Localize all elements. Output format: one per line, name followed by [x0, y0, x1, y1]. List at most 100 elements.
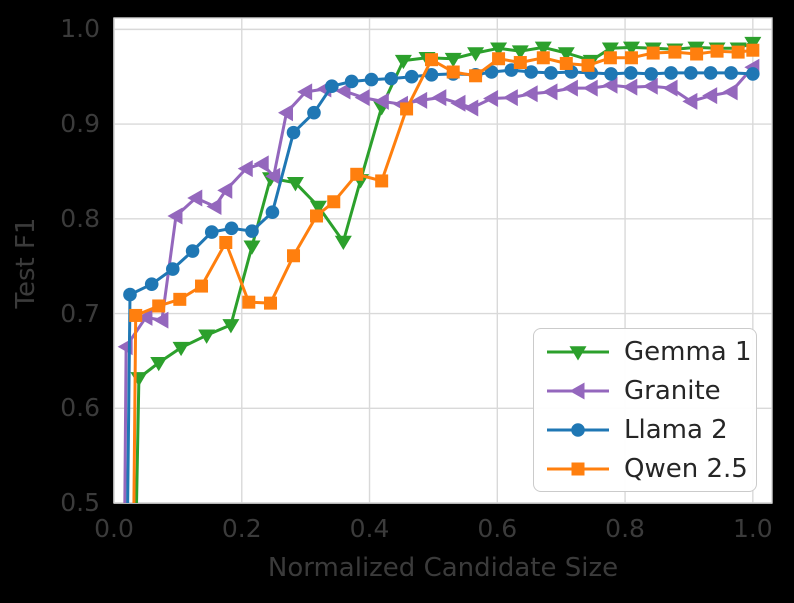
data-point-qwen-2-5 — [219, 236, 233, 250]
data-point-granite — [702, 87, 718, 105]
data-point-qwen-2-5 — [731, 45, 745, 59]
data-point-llama-2 — [644, 67, 659, 81]
data-point-llama-2 — [165, 262, 180, 276]
data-point-llama-2 — [746, 67, 760, 81]
data-point-qwen-2-5 — [425, 53, 439, 67]
data-point-qwen-2-5 — [469, 69, 483, 83]
data-point-granite — [153, 311, 169, 329]
legend-item-granite: Granite — [544, 372, 756, 410]
x-tick-label: 0.8 — [605, 514, 645, 543]
legend-label: Llama 2 — [624, 414, 728, 445]
data-point-gemma-1 — [534, 41, 552, 56]
data-point-granite — [582, 79, 598, 97]
data-point-qwen-2-5 — [287, 249, 301, 263]
data-point-llama-2 — [604, 67, 618, 81]
legend-item-llama-2: Llama 2 — [544, 411, 756, 449]
data-point-gemma-1 — [198, 329, 216, 344]
data-point-granite — [682, 92, 698, 110]
data-point-granite — [237, 160, 253, 178]
data-point-qwen-2-5 — [581, 58, 595, 72]
data-point-granite — [622, 78, 638, 96]
y-tick-label: 0.5 — [60, 488, 100, 517]
data-point-granite — [522, 85, 538, 103]
y-tick-label: 0.7 — [60, 298, 100, 328]
legend-label: Qwen 2.5 — [624, 453, 748, 484]
data-point-qwen-2-5 — [195, 279, 209, 293]
legend-swatch-llama-2 — [547, 422, 609, 437]
legend-swatch-gemma-1 — [547, 345, 609, 360]
data-point-llama-2 — [404, 69, 419, 84]
data-point-llama-2 — [265, 205, 280, 219]
data-point-gemma-1 — [467, 47, 485, 62]
data-point-granite — [217, 181, 233, 199]
data-point-granite — [265, 167, 281, 185]
data-point-granite — [602, 76, 618, 94]
data-point-llama-2 — [344, 74, 359, 89]
data-point-llama-2 — [144, 277, 159, 291]
data-point-llama-2 — [120, 572, 134, 586]
data-point-qwen-2-5 — [152, 299, 166, 313]
data-point-gemma-1 — [622, 41, 640, 56]
legend: Gemma 1 Granite Llama 2 Qwen 2.5 — [533, 328, 757, 492]
legend-item-gemma-1: Gemma 1 — [544, 333, 756, 371]
y-tick-label: 0.9 — [60, 109, 100, 139]
data-point-granite — [412, 91, 428, 109]
data-point-qwen-2-5 — [400, 102, 414, 116]
data-point-qwen-2-5 — [264, 296, 278, 310]
legend-label: Gemma 1 — [624, 336, 752, 367]
data-point-granite — [483, 90, 499, 108]
data-point-llama-2 — [286, 125, 301, 140]
legend-swatch-qwen-2-5 — [547, 462, 609, 475]
legend-marker-square — [571, 462, 585, 475]
data-point-granite — [116, 570, 131, 587]
legend-swatch-granite — [547, 382, 609, 399]
y-tick-label: 0.6 — [60, 393, 100, 423]
data-point-gemma-1 — [222, 319, 240, 334]
data-point-llama-2 — [123, 287, 137, 302]
series-llama-2 — [120, 63, 760, 586]
data-point-granite — [373, 92, 389, 110]
legend-marker-circle — [571, 422, 585, 437]
x-tick-label: 0.0 — [94, 514, 134, 543]
data-point-granite — [187, 189, 203, 207]
x-tick-label: 0.4 — [349, 514, 390, 543]
legend-item-qwen-2-5: Qwen 2.5 — [544, 450, 756, 488]
y-tick-label: 1.0 — [60, 14, 100, 44]
data-point-granite — [431, 89, 447, 107]
data-point-qwen-2-5 — [310, 209, 324, 223]
x-axis-title: Normalized Candidate Size — [267, 553, 619, 583]
data-point-gemma-1 — [511, 45, 529, 60]
data-point-llama-2 — [724, 66, 738, 80]
data-point-llama-2 — [424, 68, 439, 82]
data-point-qwen-2-5 — [375, 174, 389, 188]
x-tick-label: 0.6 — [477, 514, 518, 543]
series-qwen-2-5 — [127, 43, 760, 585]
legend-label: Granite — [624, 375, 721, 406]
data-point-qwen-2-5 — [646, 46, 660, 60]
data-point-qwen-2-5 — [746, 43, 760, 57]
data-point-gemma-1 — [557, 47, 575, 62]
data-point-qwen-2-5 — [536, 51, 550, 65]
data-point-gemma-1 — [444, 52, 462, 68]
data-point-granite — [253, 155, 269, 173]
data-point-granite — [562, 79, 578, 97]
data-point-qwen-2-5 — [710, 44, 724, 58]
data-point-qwen-2-5 — [350, 167, 364, 181]
data-point-gemma-1 — [286, 177, 304, 192]
data-point-gemma-1 — [150, 357, 168, 372]
data-point-qwen-2-5 — [242, 295, 256, 309]
data-point-qwen-2-5 — [624, 51, 638, 65]
data-point-granite — [542, 83, 558, 101]
data-point-qwen-2-5 — [327, 195, 341, 209]
legend-marker-triangle-left — [569, 382, 585, 399]
data-point-gemma-1 — [243, 240, 261, 255]
data-point-llama-2 — [544, 66, 558, 80]
data-point-qwen-2-5 — [690, 47, 704, 61]
data-point-qwen-2-5 — [173, 292, 187, 306]
data-point-granite — [335, 82, 351, 100]
data-point-qwen-2-5 — [127, 572, 140, 585]
data-point-granite — [354, 89, 370, 107]
data-point-llama-2 — [484, 65, 499, 79]
